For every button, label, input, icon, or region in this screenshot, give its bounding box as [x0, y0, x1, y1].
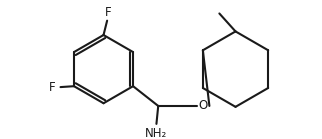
Text: NH₂: NH₂ [145, 127, 167, 139]
Text: O: O [198, 99, 208, 112]
Text: F: F [49, 81, 56, 94]
Text: F: F [105, 6, 111, 19]
